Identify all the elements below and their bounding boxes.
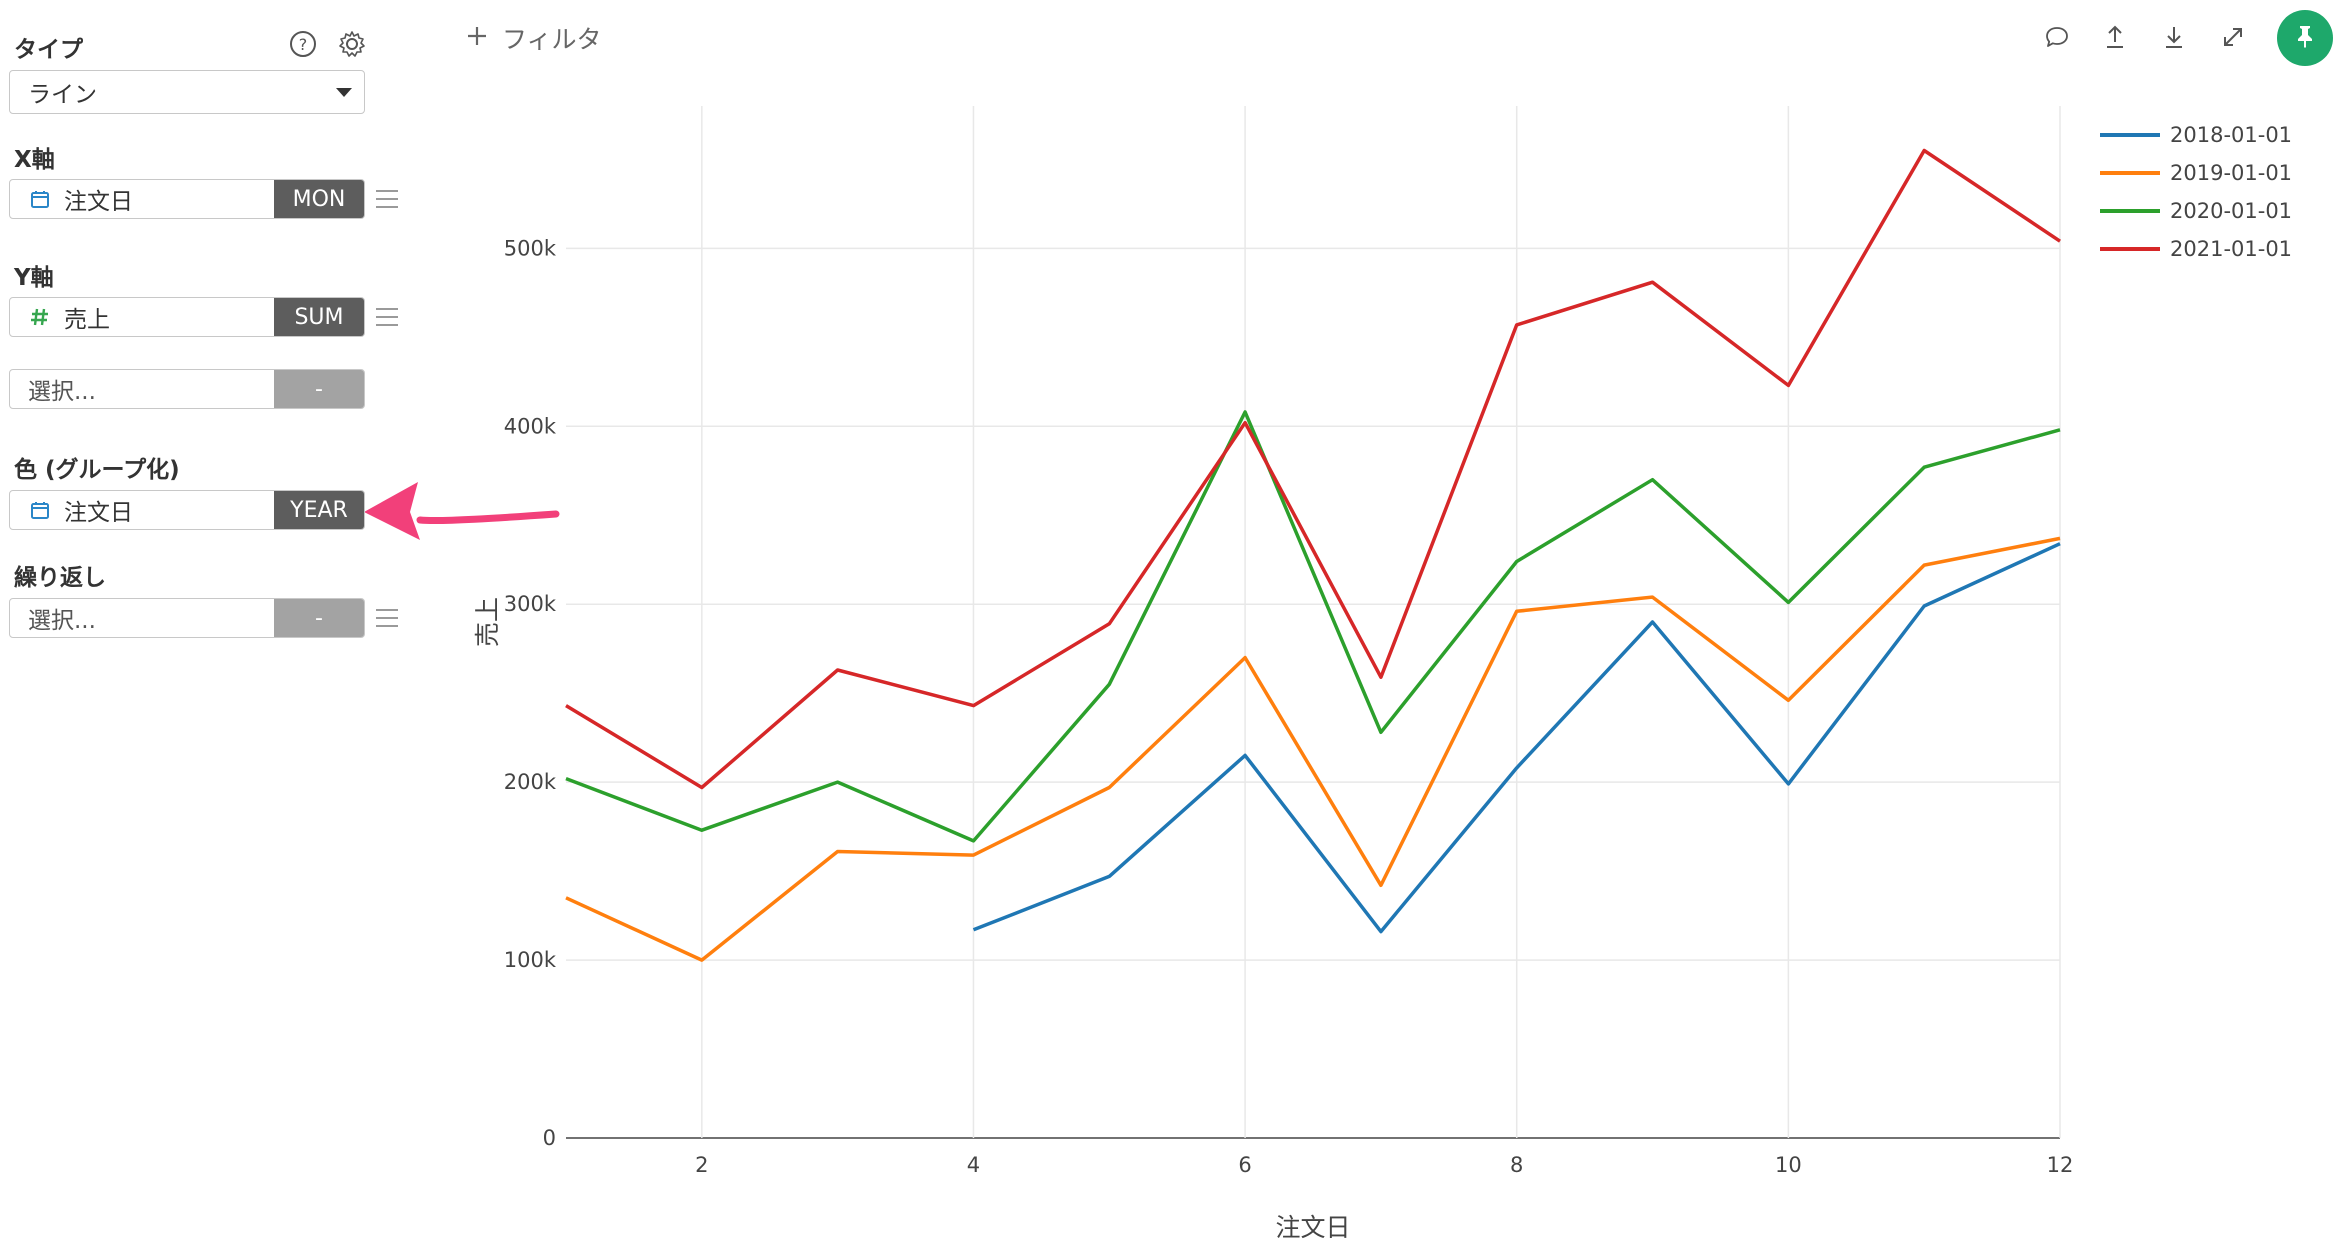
x-tick-label: 10 bbox=[1775, 1153, 1802, 1177]
legend-item-2018-01-01[interactable]: 2018-01-01 bbox=[2100, 123, 2292, 147]
y-aggregation-button[interactable]: SUM bbox=[274, 298, 364, 336]
color-group-label: 色 (グループ化) bbox=[14, 457, 180, 483]
x-tick-label: 4 bbox=[967, 1153, 980, 1177]
annotation-arrow bbox=[364, 482, 560, 540]
legend-item-2019-01-01[interactable]: 2019-01-01 bbox=[2100, 161, 2292, 185]
drag-handle-icon[interactable] bbox=[376, 190, 398, 208]
chart-legend[interactable]: 2018-01-01 2019-01-01 2020-01-01 2021-01-01 bbox=[2100, 123, 2292, 261]
caret-down-icon bbox=[336, 88, 352, 97]
plus-icon bbox=[466, 24, 488, 53]
gear-icon[interactable] bbox=[336, 28, 368, 60]
y-axis-title: 売上 bbox=[473, 597, 502, 647]
y-axis-label: Y軸 bbox=[14, 265, 54, 291]
y2-placeholder: 選択... bbox=[28, 379, 96, 405]
chart-type-select[interactable]: ライン bbox=[9, 70, 365, 114]
x-axis-field[interactable]: 注文日 MON bbox=[9, 179, 365, 219]
y2-aggregation-button[interactable]: - bbox=[274, 370, 364, 408]
filter-label: フィルタ bbox=[502, 25, 602, 54]
download-icon[interactable] bbox=[2157, 20, 2191, 54]
series-line-2020-01-01 bbox=[565, 410, 2061, 843]
calendar-icon bbox=[28, 187, 52, 211]
x-axis-title: 注文日 bbox=[1275, 1213, 1350, 1242]
svg-text:?: ? bbox=[299, 35, 308, 54]
pin-icon bbox=[2292, 23, 2318, 53]
expand-icon[interactable] bbox=[2216, 20, 2250, 54]
legend-label: 2020-01-01 bbox=[2170, 199, 2292, 223]
x-field-name: 注文日 bbox=[64, 189, 133, 215]
x-tick-label: 2 bbox=[695, 1153, 708, 1177]
legend-label: 2021-01-01 bbox=[2170, 237, 2292, 261]
x-tick-label: 6 bbox=[1238, 1153, 1251, 1177]
y-axis-field[interactable]: 売上 SUM bbox=[9, 297, 365, 337]
y-tick-label: 400k bbox=[504, 414, 557, 438]
y-tick-label: 300k bbox=[504, 592, 557, 616]
series-line-2019-01-01 bbox=[565, 536, 2061, 962]
y-tick-label: 200k bbox=[504, 770, 557, 794]
x-tick-label: 8 bbox=[1510, 1153, 1523, 1177]
chart-type-value: ライン bbox=[28, 82, 97, 108]
y-tick-label: 500k bbox=[504, 236, 557, 260]
y-tick-label: 0 bbox=[543, 1126, 556, 1150]
repeat-field[interactable]: 選択... - bbox=[9, 598, 365, 638]
color-group-field[interactable]: 注文日 YEAR bbox=[9, 490, 365, 530]
color-aggregation-button[interactable]: YEAR bbox=[274, 491, 364, 529]
y-tick-label: 100k bbox=[504, 948, 557, 972]
chart-config-sidebar: タイプ ? ライン X軸 注文日 MON Y軸 売上 SUM bbox=[0, 0, 420, 1256]
comment-icon[interactable] bbox=[2040, 20, 2074, 54]
add-filter-button[interactable]: フィルタ bbox=[466, 20, 602, 56]
series-line-2021-01-01 bbox=[565, 148, 2061, 790]
calendar-icon bbox=[28, 498, 52, 522]
color-field-name: 注文日 bbox=[64, 500, 133, 526]
type-label: タイプ bbox=[14, 37, 83, 63]
drag-handle-icon[interactable] bbox=[376, 609, 398, 627]
legend-item-2021-01-01[interactable]: 2021-01-01 bbox=[2100, 237, 2292, 261]
x-axis-label: X軸 bbox=[14, 147, 55, 173]
repeat-placeholder: 選択... bbox=[28, 608, 96, 634]
x-tick-label: 12 bbox=[2047, 1153, 2074, 1177]
pin-button[interactable] bbox=[2277, 10, 2333, 66]
y2-axis-field[interactable]: 選択... - bbox=[9, 369, 365, 409]
help-icon[interactable]: ? bbox=[287, 28, 319, 60]
drag-handle-icon[interactable] bbox=[376, 308, 398, 326]
hash-icon bbox=[28, 305, 52, 329]
chart-ticks: 0 100k 200k 300k 400k 500k 2 4 6 8 10 12 bbox=[504, 236, 2074, 1177]
chart-series bbox=[565, 148, 2061, 962]
x-aggregation-button[interactable]: MON bbox=[274, 180, 364, 218]
y-field-name: 売上 bbox=[64, 307, 110, 333]
legend-label: 2018-01-01 bbox=[2170, 123, 2292, 147]
repeat-aggregation-button[interactable]: - bbox=[274, 599, 364, 637]
repeat-label: 繰り返し bbox=[14, 565, 106, 591]
legend-label: 2019-01-01 bbox=[2170, 161, 2292, 185]
upload-icon[interactable] bbox=[2098, 20, 2132, 54]
chart-grid bbox=[566, 106, 2061, 1139]
legend-item-2020-01-01[interactable]: 2020-01-01 bbox=[2100, 199, 2292, 223]
